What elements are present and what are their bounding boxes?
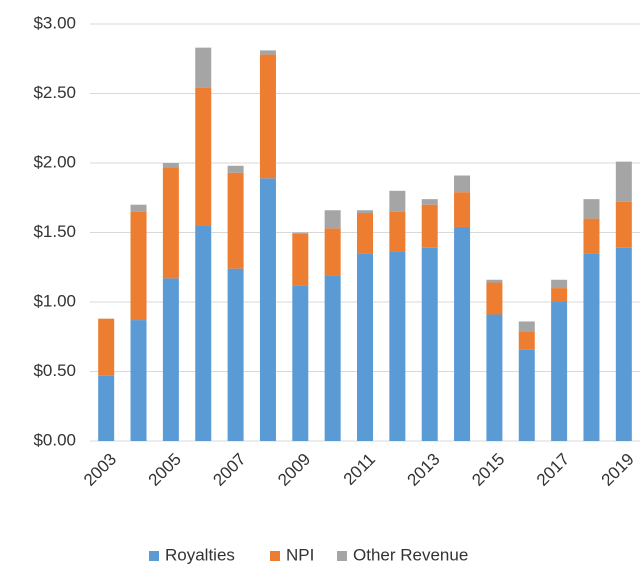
bar-segment [357, 213, 373, 254]
legend-swatch [270, 551, 280, 561]
bar-segment [227, 165, 244, 173]
bar-segment [518, 321, 535, 332]
bar-segment [486, 279, 503, 283]
bar-segment [98, 318, 115, 376]
bar-segment [486, 314, 503, 441]
bar-segment [195, 47, 212, 88]
bar-segment [389, 190, 406, 212]
bar-segment [551, 288, 568, 302]
x-tick-label: 2013 [404, 450, 444, 490]
y-tick-label: $0.00 [33, 430, 76, 449]
bar-segment [518, 331, 535, 350]
bar-segment [324, 228, 341, 276]
bar-segment [454, 192, 471, 227]
bar-segment [454, 175, 471, 193]
bar-segment [324, 275, 341, 441]
bar-segment [227, 172, 244, 269]
legend-label: Other Revenue [353, 545, 468, 564]
bar-segment [357, 210, 373, 214]
bar-segment [421, 247, 438, 441]
bar-segment [195, 87, 212, 226]
y-tick-label: $1.50 [33, 222, 76, 241]
bar-segment [615, 161, 632, 202]
bar-segment [292, 233, 309, 286]
bar-segment [259, 178, 276, 442]
x-tick-label: 2017 [533, 450, 573, 490]
y-tick-label: $1.00 [33, 291, 76, 310]
x-tick-label: 2003 [80, 450, 120, 490]
bar-segment [551, 302, 568, 441]
bar-segment [583, 199, 600, 219]
x-tick-label: 2009 [274, 450, 314, 490]
y-tick-label: $2.00 [33, 152, 76, 171]
bar-segment [421, 204, 438, 248]
legend-swatch [337, 551, 347, 561]
bar-segment [421, 199, 438, 205]
bar-segment [615, 201, 632, 248]
bar-segment [259, 54, 276, 179]
bar-segment [324, 210, 341, 229]
bar-segment [162, 163, 179, 168]
y-tick-label: $3.00 [33, 13, 76, 32]
x-tick-label: 2015 [468, 450, 508, 490]
bar-segment [389, 251, 406, 441]
legend-label: Royalties [165, 545, 235, 564]
bar-segment [162, 278, 179, 441]
x-tick-label: 2007 [209, 450, 249, 490]
bar-segment [130, 320, 147, 441]
legend-label: NPI [286, 545, 314, 564]
bar-segment [130, 204, 147, 212]
bar-segment [292, 285, 309, 441]
bar-segment [195, 225, 212, 441]
y-tick-label: $0.50 [33, 361, 76, 380]
bar-segment [292, 232, 309, 234]
bar-segment [518, 349, 535, 441]
bar-segment [389, 211, 406, 252]
x-tick-label: 2005 [145, 450, 185, 490]
legend-swatch [149, 551, 159, 561]
bar-segment [162, 167, 179, 279]
bar-segment [551, 279, 568, 289]
bar-segment [357, 253, 373, 441]
bar-segment [98, 375, 115, 441]
bar-segment [615, 247, 632, 441]
bar-segment [583, 253, 600, 441]
bar-segment [583, 218, 600, 254]
bar-segment [486, 282, 503, 315]
bar-segment [130, 211, 147, 321]
x-tick-label: 2011 [340, 450, 379, 489]
x-tick-label: 2019 [598, 450, 638, 490]
y-tick-label: $2.50 [33, 83, 76, 102]
bar-segment [259, 50, 276, 55]
bar-segment [454, 226, 471, 441]
bar-segment [227, 268, 244, 441]
